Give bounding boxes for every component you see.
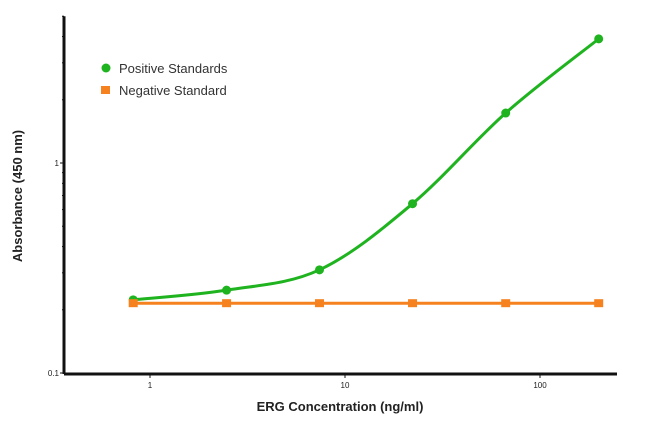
data-point [408, 299, 418, 308]
x-tick-label: 100 [533, 381, 547, 390]
data-point [315, 265, 325, 275]
y-tick-label: 0.1 [48, 369, 60, 378]
y-axis-label: Absorbance (450 nm) [10, 130, 25, 262]
x-tick-label: 1 [148, 381, 153, 390]
data-point [408, 199, 418, 209]
legend-marker-negative [101, 86, 110, 94]
data-point [222, 285, 232, 295]
data-point [128, 299, 138, 308]
data-point [222, 299, 232, 308]
series-layer [128, 34, 604, 308]
axes: 0.1 1 1 10 100 [48, 15, 617, 390]
series-line-0 [133, 37, 600, 302]
data-point [594, 34, 604, 44]
y-tick-label: 1 [55, 159, 60, 168]
legend: Positive Standards Negative Standard [101, 61, 228, 98]
legend-marker-positive [101, 63, 111, 73]
x-axis-label: ERG Concentration (ng/ml) [257, 399, 424, 414]
legend-label-positive: Positive Standards [119, 61, 228, 76]
data-point [315, 299, 325, 308]
x-tick-label: 10 [341, 381, 350, 390]
data-point [501, 299, 511, 308]
legend-label-negative: Negative Standard [119, 83, 227, 98]
data-point [594, 299, 604, 308]
data-point [501, 108, 511, 118]
